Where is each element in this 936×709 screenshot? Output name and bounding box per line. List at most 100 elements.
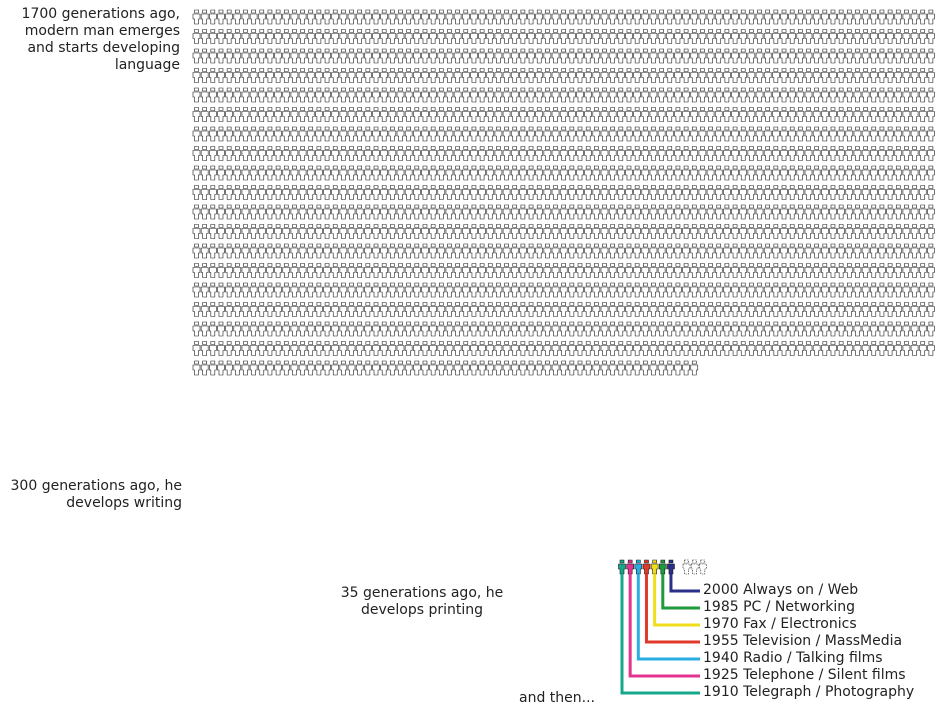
generation-person (437, 302, 446, 317)
generation-person (592, 321, 601, 337)
generation-person (339, 360, 348, 376)
generation-person (527, 107, 535, 122)
generation-person (723, 282, 731, 298)
generation-person (739, 282, 748, 298)
generation-person (657, 165, 666, 181)
generation-person (323, 224, 331, 239)
generation-person (478, 282, 486, 298)
generation-person (543, 146, 552, 161)
generation-person (869, 224, 878, 239)
generation-person (910, 87, 919, 103)
generation-person (429, 29, 437, 44)
generation-person (576, 126, 584, 142)
generation-person (421, 263, 429, 278)
generation-person (821, 87, 829, 103)
generation-person (315, 302, 323, 317)
generation-person (364, 146, 372, 161)
generation-person (747, 243, 756, 259)
generation-person (788, 87, 796, 103)
generation-person (355, 126, 364, 142)
generation-person (804, 68, 813, 83)
generation-person (364, 9, 372, 25)
generation-person (576, 107, 584, 122)
generation-person (837, 107, 845, 122)
generation-person (592, 243, 601, 259)
generation-person (233, 9, 242, 25)
generation-person (470, 126, 478, 142)
generation-person (821, 243, 829, 259)
generation-person (657, 68, 666, 83)
generation-person (714, 165, 723, 181)
generation-person (576, 302, 584, 317)
generation-person (698, 321, 707, 337)
generation-person (845, 29, 854, 44)
generation-person (380, 243, 388, 259)
generation-person (445, 204, 454, 220)
generation-person (600, 68, 609, 83)
generation-person (453, 9, 462, 25)
generation-person (633, 146, 641, 161)
generation-person (429, 107, 437, 122)
generation-person (543, 321, 552, 337)
generation-person (192, 48, 201, 64)
generation-person (665, 224, 674, 239)
generation-person (739, 224, 748, 239)
generation-person (494, 185, 503, 200)
generation-person (608, 321, 617, 337)
generation-person (592, 87, 601, 103)
generation-person (217, 87, 225, 103)
generation-person (355, 224, 364, 239)
generation-person (257, 224, 266, 239)
generation-person (902, 48, 911, 64)
generation-person (510, 107, 519, 122)
generation-person (421, 185, 429, 200)
generation-person (519, 185, 527, 200)
generation-person (429, 146, 437, 161)
generation-person (927, 87, 935, 103)
generation-person (812, 243, 821, 259)
generation-person (910, 185, 919, 200)
generation-person (592, 107, 601, 122)
future-person (690, 559, 699, 575)
generation-person (665, 302, 674, 317)
generation-person (413, 263, 421, 278)
generation-person (192, 29, 201, 44)
generation-person (266, 29, 274, 44)
generation-person (723, 107, 731, 122)
generation-person (772, 87, 780, 103)
generation-person (543, 243, 552, 259)
generation-person (714, 146, 723, 161)
generation-person (486, 165, 495, 181)
generation-person (527, 341, 535, 356)
generation-person (747, 126, 756, 142)
generation-person (706, 302, 715, 317)
generation-person (894, 243, 903, 259)
generation-person (347, 126, 356, 142)
generation-person (633, 48, 641, 64)
generation-person (527, 87, 535, 103)
generation-person (551, 29, 560, 44)
generation-person (233, 321, 242, 337)
generation-person (772, 107, 780, 122)
generation-person (298, 29, 307, 44)
generation-person (861, 204, 870, 220)
generation-person (380, 68, 388, 83)
generation-person (559, 185, 568, 200)
generation-person (918, 87, 927, 103)
generation-person (494, 87, 503, 103)
generation-person (714, 48, 723, 64)
generation-person (894, 185, 903, 200)
generation-person (894, 165, 903, 181)
generation-person (380, 48, 388, 64)
generation-person (233, 126, 242, 142)
generation-person (780, 243, 788, 259)
generation-person (323, 204, 331, 220)
generation-person (747, 204, 756, 220)
generation-person (788, 224, 796, 239)
milestone-leader-line (661, 574, 700, 610)
generation-person (200, 321, 209, 337)
generation-person (339, 185, 348, 200)
generation-person (217, 185, 225, 200)
generation-person (519, 48, 527, 64)
generation-person (364, 243, 372, 259)
